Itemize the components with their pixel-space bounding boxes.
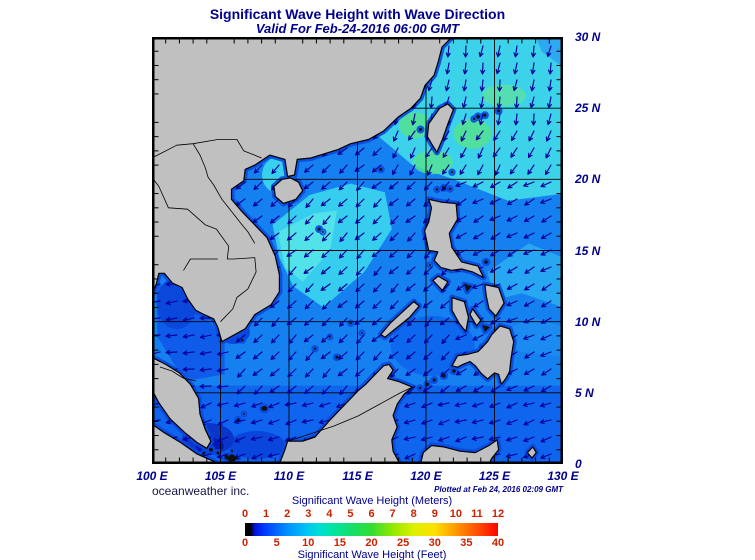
land-taiwan xyxy=(426,103,454,153)
country-borders xyxy=(152,139,413,442)
meters-tick-11: 11 xyxy=(471,508,483,520)
land-samar-leyte xyxy=(484,284,505,317)
feet-tick-25: 25 xyxy=(397,537,410,549)
degree-tick-marks xyxy=(154,39,561,462)
land-masses xyxy=(152,37,537,464)
meters-tick-1: 1 xyxy=(263,508,270,520)
feet-tick-35: 35 xyxy=(460,537,473,549)
lon-label-115e: 115 E xyxy=(342,469,373,483)
feet-tick-30: 30 xyxy=(428,537,441,549)
credit-text: oceanweather inc. xyxy=(152,484,250,498)
colorbar-title-feet: Significant Wave Height (Feet) xyxy=(297,549,447,560)
meters-tick-3: 3 xyxy=(305,508,312,520)
land-cebu xyxy=(469,308,482,327)
meters-tick-8: 8 xyxy=(410,508,417,520)
meters-tick-4: 4 xyxy=(326,508,333,520)
meters-tick-10: 10 xyxy=(449,508,462,520)
land-sumatra xyxy=(152,423,216,464)
lon-label-110e: 110 E xyxy=(273,469,305,483)
lon-label-130e: 130 E xyxy=(547,469,579,483)
map-area xyxy=(152,37,563,464)
lon-label-100e: 100 E xyxy=(136,469,168,483)
chart-subtitle: Valid For Feb-24-2016 06:00 GMT xyxy=(255,21,460,36)
meters-tick-12: 12 xyxy=(491,508,505,520)
land-luzon xyxy=(424,198,485,279)
feet-tick-0: 0 xyxy=(241,537,249,549)
map-frame xyxy=(152,37,563,464)
feet-tick-5: 5 xyxy=(273,537,280,549)
lat-label-0: 0 xyxy=(575,457,582,471)
lon-label-105e: 105 E xyxy=(204,469,237,483)
land-halmahera xyxy=(526,446,537,459)
plotted-timestamp: Plotted at Feb 24, 2016 02:09 GMT xyxy=(434,485,563,494)
land-borneo xyxy=(278,363,413,464)
meters-tick-6: 6 xyxy=(368,508,375,520)
land-hainan xyxy=(273,177,304,205)
meters-tick-0: 0 xyxy=(241,508,249,520)
feet-tick-20: 20 xyxy=(365,537,378,549)
colorbar-title-meters: Significant Wave Height (Meters) xyxy=(291,495,453,507)
land-panay-negros xyxy=(451,296,470,333)
meters-tick-7: 7 xyxy=(389,508,396,520)
lat-label-20n: 20 N xyxy=(575,172,601,187)
lon-label-120e: 120 E xyxy=(410,469,442,483)
lat-label-15n: 15 N xyxy=(575,243,601,258)
land-malay-peninsula xyxy=(152,356,212,449)
lat-label-10n: 10 N xyxy=(575,314,601,329)
colorbar-gradient xyxy=(245,523,498,536)
lon-label-125e: 125 E xyxy=(478,469,511,483)
feet-tick-15: 15 xyxy=(333,537,346,549)
land-palawan xyxy=(380,301,420,338)
land-china-indochina xyxy=(152,37,453,343)
colorbar-feet-ticks: 0 5 10 15 20 25 30 35 40 xyxy=(241,537,504,549)
land-mindoro xyxy=(432,275,449,291)
meters-tick-9: 9 xyxy=(431,508,438,520)
colorbar-meters-ticks: 0 1 2 3 4 5 6 7 8 9 10 11 12 xyxy=(241,508,504,520)
lat-label-5n: 5 N xyxy=(575,385,594,400)
chart-title: Significant Wave Height with Wave Direct… xyxy=(209,6,506,22)
feet-tick-40: 40 xyxy=(491,537,505,549)
wave-height-map xyxy=(152,37,563,464)
meters-tick-5: 5 xyxy=(347,508,354,520)
feet-tick-10: 10 xyxy=(302,537,315,549)
lat-label-30n: 30 N xyxy=(575,30,601,44)
meters-tick-2: 2 xyxy=(284,508,291,520)
small-islands xyxy=(202,109,501,462)
lat-label-25n: 25 N xyxy=(575,101,601,116)
